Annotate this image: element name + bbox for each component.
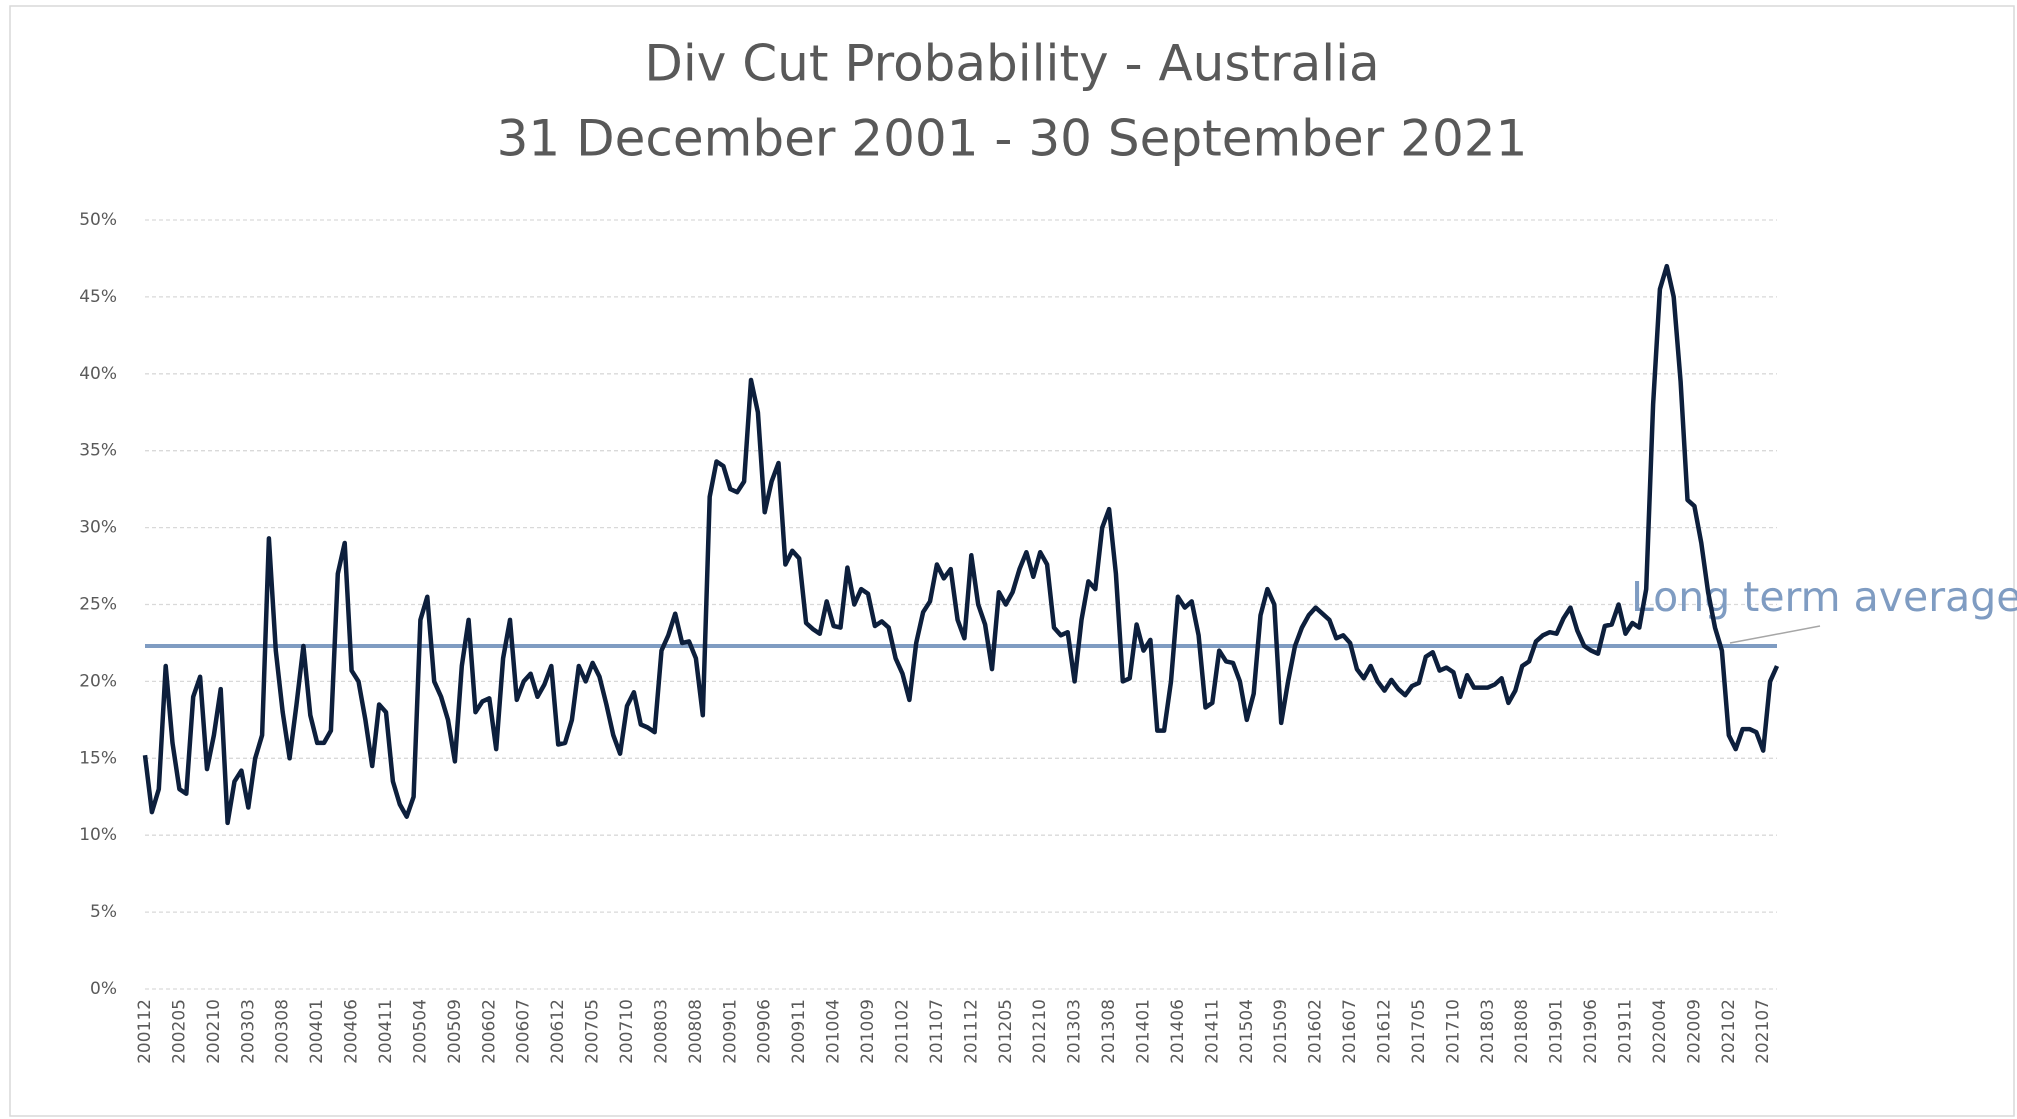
- x-tick-label: 201112: [961, 999, 981, 1064]
- x-tick-label: 200602: [479, 999, 499, 1064]
- x-tick-label: 200308: [273, 999, 293, 1064]
- y-tick-label: 30%: [79, 518, 117, 538]
- x-tick-label: 201210: [1030, 999, 1050, 1064]
- y-tick-label: 50%: [79, 210, 117, 230]
- data-line: [142, 263, 1780, 826]
- x-tick-label: 200406: [342, 999, 362, 1064]
- y-tick-label: 0%: [90, 979, 117, 999]
- x-tick-label: 200303: [238, 999, 258, 1064]
- x-tick-label: 201509: [1271, 999, 1291, 1064]
- y-tick-label: 5%: [90, 902, 117, 922]
- x-tick-label: 202107: [1753, 999, 1773, 1064]
- x-tick-label: 200411: [376, 999, 396, 1064]
- x-tick-label: 202009: [1684, 999, 1704, 1064]
- x-tick-label: 201607: [1340, 999, 1360, 1064]
- y-tick-label: 25%: [79, 595, 117, 615]
- x-tick-label: 201009: [858, 999, 878, 1064]
- y-tick-label: 45%: [79, 287, 117, 307]
- x-tick-label: 200112: [135, 999, 155, 1064]
- x-tick-label: 201406: [1168, 999, 1188, 1064]
- x-tick-label: 201102: [892, 999, 912, 1064]
- x-tick-label: 201308: [1099, 999, 1119, 1064]
- x-tick-label: 200710: [617, 999, 637, 1064]
- y-tick-label: 15%: [79, 748, 117, 768]
- x-tick-label: 201602: [1306, 999, 1326, 1064]
- x-tick-label: 200803: [651, 999, 671, 1064]
- y-tick-label: 40%: [79, 364, 117, 384]
- x-tick-label: 202004: [1650, 999, 1670, 1064]
- x-tick-label: 201705: [1409, 999, 1429, 1064]
- x-tick-label: 201205: [996, 999, 1016, 1064]
- x-tick-label: 201803: [1478, 999, 1498, 1064]
- reference-label: Long term average: [1631, 573, 2017, 621]
- x-tick-label: 200509: [445, 999, 465, 1064]
- chart-title: Div Cut Probability - Australia: [644, 35, 1379, 93]
- x-tick-label: 200612: [548, 999, 568, 1064]
- x-tick-label: 201808: [1512, 999, 1532, 1064]
- x-tick-label: 200607: [514, 999, 534, 1064]
- y-tick-label: 10%: [79, 825, 117, 845]
- chart-frame: [9, 5, 2015, 1117]
- x-tick-label: 200911: [789, 999, 809, 1064]
- x-tick-label: 201004: [824, 999, 844, 1064]
- x-tick-label: 201303: [1065, 999, 1085, 1064]
- x-tick-label: 200210: [204, 999, 224, 1064]
- reference-leader: [1729, 625, 1821, 644]
- x-tick-label: 201901: [1547, 999, 1567, 1064]
- x-tick-label: 201504: [1237, 999, 1257, 1064]
- x-tick-label: 201612: [1374, 999, 1394, 1064]
- x-tick-label: 200401: [307, 999, 327, 1064]
- x-tick-label: 200705: [583, 999, 603, 1064]
- x-tick-label: 201911: [1616, 999, 1636, 1064]
- x-tick-label: 200504: [410, 999, 430, 1064]
- x-tick-label: 201401: [1133, 999, 1153, 1064]
- x-tick-label: 202102: [1719, 999, 1739, 1064]
- x-tick-label: 200808: [686, 999, 706, 1064]
- y-tick-label: 35%: [79, 441, 117, 461]
- x-tick-label: 200205: [169, 999, 189, 1064]
- chart-subtitle: 31 December 2001 - 30 September 2021: [497, 110, 1528, 168]
- x-tick-label: 200901: [720, 999, 740, 1064]
- x-tick-label: 201107: [927, 999, 947, 1064]
- x-tick-label: 201710: [1443, 999, 1463, 1064]
- x-tick-label: 201411: [1202, 999, 1222, 1064]
- y-tick-label: 20%: [79, 671, 117, 691]
- x-tick-label: 201906: [1581, 999, 1601, 1064]
- x-tick-label: 200906: [755, 999, 775, 1064]
